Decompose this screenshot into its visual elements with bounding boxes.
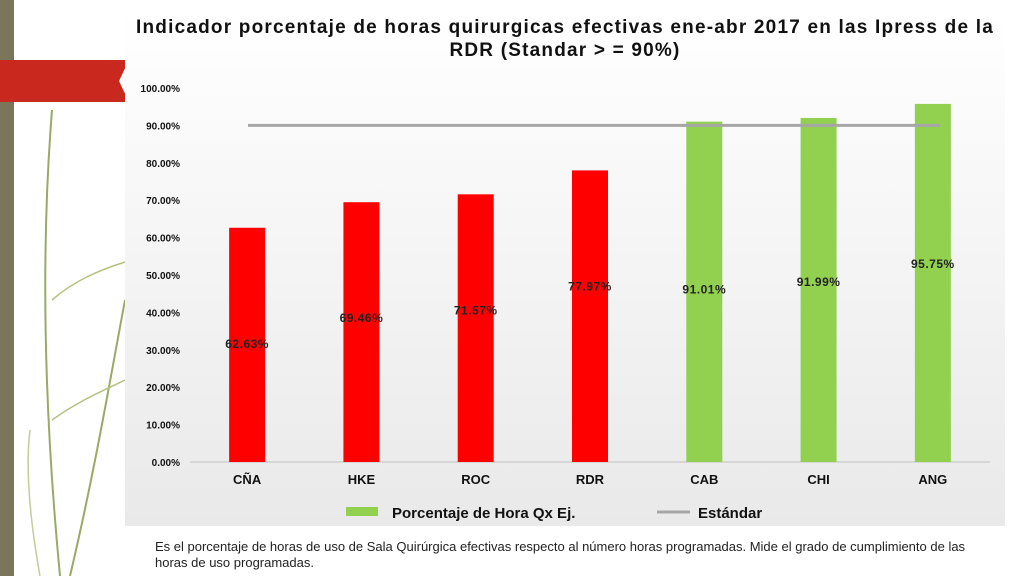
data-label: 91.01%: [682, 283, 726, 297]
x-tick-label: CAB: [690, 472, 718, 487]
y-tick-label: 100.00%: [141, 84, 181, 95]
legend-swatch-series: [346, 507, 378, 516]
y-tick-label: 30.00%: [146, 346, 180, 357]
bar-ang: [914, 103, 951, 463]
y-tick-label: 20.00%: [146, 383, 180, 394]
y-tick-label: 0.00%: [152, 458, 180, 469]
chart-title: Indicador porcentaje de horas quirurgica…: [136, 17, 994, 61]
bar-rdr: [572, 170, 608, 462]
bar-cña: [229, 227, 266, 462]
bar-hke: [343, 202, 380, 462]
y-tick-label: 90.00%: [146, 121, 180, 132]
data-label: 69.46%: [340, 311, 384, 325]
x-tick-label: CÑA: [233, 472, 262, 487]
y-tick-label: 70.00%: [146, 196, 180, 207]
legend-label-series: Porcentaje de Hora Qx Ej.: [392, 505, 575, 522]
y-tick-label: 50.00%: [146, 271, 180, 282]
data-label: 77.97%: [568, 279, 612, 293]
chart-caption: Es el porcentaje de horas de uso de Sala…: [155, 539, 966, 570]
data-label: 95.75%: [911, 257, 955, 271]
leaf-decoration: [27, 109, 126, 576]
y-tick-label: 40.00%: [146, 308, 180, 319]
data-label: 71.57%: [454, 303, 498, 317]
data-label: 91.99%: [797, 275, 841, 289]
x-tick-label: HKE: [348, 472, 376, 487]
y-tick-label: 80.00%: [146, 159, 180, 170]
bar-chi: [800, 117, 837, 462]
x-tick-label: ANG: [918, 472, 947, 487]
y-tick-label: 60.00%: [146, 234, 180, 245]
x-tick-label: RDR: [576, 472, 605, 487]
left-decor-bar: [0, 0, 14, 576]
red-accent-tab: [0, 60, 129, 102]
chart-panel: [125, 12, 1005, 526]
x-tick-label: CHI: [807, 472, 829, 487]
data-label: 62.63%: [225, 337, 269, 351]
y-tick-label: 10.00%: [146, 421, 180, 432]
bar-cab: [686, 121, 723, 463]
legend-label-standard: Estándar: [698, 505, 762, 522]
x-tick-label: ROC: [461, 472, 491, 487]
bar-roc: [457, 194, 494, 463]
